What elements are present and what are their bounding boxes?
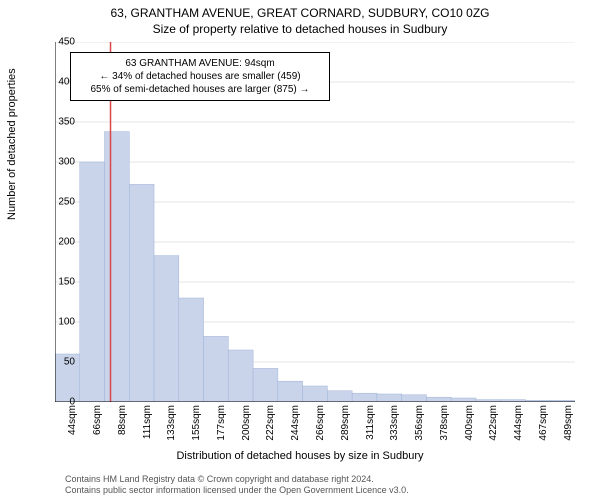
xtick-label: 244sqm: [290, 405, 301, 450]
xtick-label: 177sqm: [216, 405, 227, 450]
footnote-line-2: Contains public sector information licen…: [65, 485, 409, 496]
xtick-label: 88sqm: [117, 405, 128, 450]
ytick-label: 100: [58, 317, 75, 328]
xtick-label: 266sqm: [315, 405, 326, 450]
annotation-box: 63 GRANTHAM AVENUE: 94sqm ← 34% of detac…: [70, 52, 330, 101]
ytick-label: 450: [58, 37, 75, 48]
xtick-label: 444sqm: [513, 405, 524, 450]
xtick-label: 356sqm: [414, 405, 425, 450]
xtick-label: 289sqm: [340, 405, 351, 450]
xtick-label: 133sqm: [166, 405, 177, 450]
xtick-label: 200sqm: [241, 405, 252, 450]
ytick-label: 200: [58, 237, 75, 248]
xtick-label: 489sqm: [563, 405, 574, 450]
xtick-label: 422sqm: [488, 405, 499, 450]
annotation-line-3: 65% of semi-detached houses are larger (…: [79, 83, 321, 96]
x-axis-label: Distribution of detached houses by size …: [0, 450, 600, 462]
ytick-label: 300: [58, 157, 75, 168]
xtick-label: 44sqm: [67, 405, 78, 450]
xtick-label: 467sqm: [538, 405, 549, 450]
xtick-label: 155sqm: [191, 405, 202, 450]
xtick-label: 378sqm: [439, 405, 450, 450]
annotation-line-1: 63 GRANTHAM AVENUE: 94sqm: [79, 57, 321, 70]
title-line-2: Size of property relative to detached ho…: [0, 20, 600, 36]
footnote-line-1: Contains HM Land Registry data © Crown c…: [65, 474, 409, 485]
title-line-1: 63, GRANTHAM AVENUE, GREAT CORNARD, SUDB…: [0, 0, 600, 20]
xtick-label: 311sqm: [365, 405, 376, 450]
annotation-line-2: ← 34% of detached houses are smaller (45…: [79, 70, 321, 83]
ytick-label: 150: [58, 277, 75, 288]
ytick-label: 250: [58, 197, 75, 208]
y-axis-label: Number of detached properties: [6, 68, 18, 220]
xtick-label: 333sqm: [389, 405, 400, 450]
ytick-label: 350: [58, 117, 75, 128]
xtick-label: 222sqm: [265, 405, 276, 450]
ytick-label: 50: [64, 357, 75, 368]
xtick-label: 400sqm: [464, 405, 475, 450]
xtick-label: 66sqm: [92, 405, 103, 450]
xtick-label: 111sqm: [142, 405, 153, 450]
footnote: Contains HM Land Registry data © Crown c…: [65, 474, 409, 496]
